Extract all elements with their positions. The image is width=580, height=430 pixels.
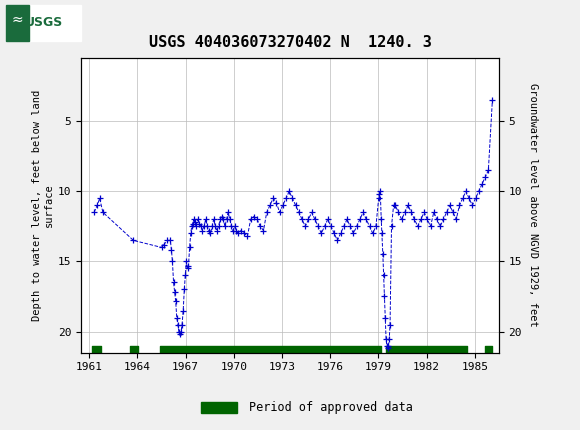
Bar bbox=[6, 4, 29, 41]
Text: ≈: ≈ bbox=[12, 13, 23, 28]
Y-axis label: Groundwater level above NGVD 1929, feet: Groundwater level above NGVD 1929, feet bbox=[528, 83, 538, 327]
Text: USGS: USGS bbox=[24, 16, 63, 29]
Y-axis label: Depth to water level, feet below land
surface: Depth to water level, feet below land su… bbox=[32, 90, 54, 321]
Text: Period of approved data: Period of approved data bbox=[249, 401, 414, 414]
Bar bbox=[6, 4, 81, 41]
Title: USGS 404036073270402 N  1240. 3: USGS 404036073270402 N 1240. 3 bbox=[148, 35, 432, 50]
Bar bbox=[201, 402, 237, 413]
